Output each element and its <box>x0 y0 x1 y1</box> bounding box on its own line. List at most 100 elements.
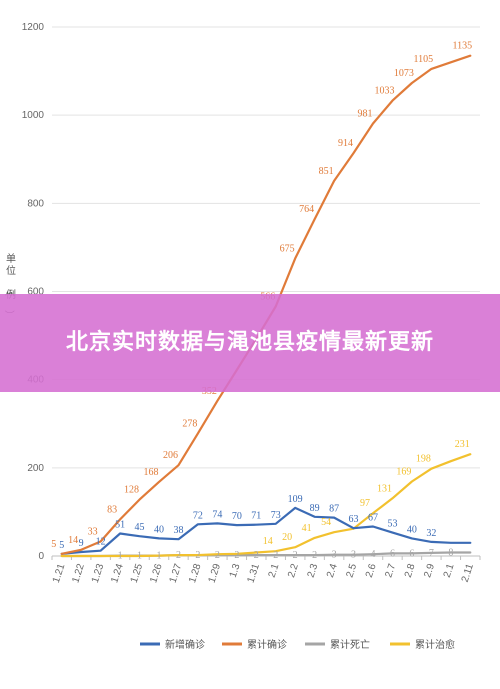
y-axis-ticks: 020040060080010001200 <box>22 22 45 562</box>
data-label: 45 <box>135 522 145 533</box>
x-tick-label: 1.24 <box>109 562 126 584</box>
y-tick-label: 1000 <box>22 110 45 121</box>
legend-label: 累计确诊 <box>247 638 287 651</box>
x-tick-label: 2.1 <box>442 562 457 579</box>
data-label: 2 <box>234 550 239 561</box>
x-tick-label: 1.23 <box>90 562 107 584</box>
data-label: 6 <box>390 548 395 559</box>
data-label: 3 <box>351 550 356 561</box>
data-label: 1105 <box>414 54 434 65</box>
data-label: 206 <box>163 450 178 461</box>
legend-label: 新增确诊 <box>165 638 205 651</box>
x-tick-label: 2.9 <box>422 562 437 579</box>
x-tick-label: 1.29 <box>207 562 224 584</box>
data-label: 1073 <box>394 68 414 79</box>
data-label: 14 <box>68 535 78 546</box>
data-label: 2 <box>312 550 317 561</box>
data-label: 278 <box>182 418 197 429</box>
data-label: 1135 <box>452 41 472 52</box>
data-label: 9 <box>79 538 84 549</box>
data-label: 71 <box>251 511 261 522</box>
x-tick-label: 1.25 <box>129 562 146 584</box>
data-label: 3 <box>332 550 337 561</box>
data-label: 231 <box>455 439 470 450</box>
x-tick-label: 2.2 <box>286 562 301 579</box>
data-label: 83 <box>107 504 117 515</box>
data-label: 7 <box>429 548 434 559</box>
series-lines <box>60 54 472 558</box>
x-tick-label: 1.26 <box>148 562 165 584</box>
data-label: 1 <box>157 551 162 562</box>
data-label: 53 <box>387 519 397 530</box>
data-label: 8 <box>448 547 453 558</box>
x-tick-label: 2.1 <box>267 562 282 579</box>
data-label: 851 <box>319 166 334 177</box>
data-label: 33 <box>88 526 98 537</box>
x-tick-label: 2.4 <box>325 562 340 579</box>
data-label: 2 <box>293 550 298 561</box>
data-label: 2 <box>254 550 259 561</box>
data-label: 63 <box>349 514 359 525</box>
data-label: 54 <box>321 517 331 528</box>
y-tick-label: 800 <box>27 198 44 209</box>
data-label: 67 <box>368 512 378 523</box>
data-label: 675 <box>280 243 295 254</box>
banner-title: 北京实时数据与渑池县疫情最新更新 <box>65 330 434 355</box>
data-label: 109 <box>288 494 303 505</box>
y-tick-label: 600 <box>27 287 44 298</box>
x-tick-label: 2.3 <box>306 562 321 579</box>
x-axis-ticks: 1.21 1.22 1.23 1.24 1.25 1.26 1.27 1.28 1.29 1.3 1… <box>51 556 481 584</box>
data-label: 131 <box>377 483 392 494</box>
data-label: 14 <box>263 536 273 547</box>
data-label: 764 <box>299 204 314 215</box>
data-label: 1033 <box>374 86 394 97</box>
x-tick-label: 2.8 <box>403 562 418 579</box>
data-label: 2 <box>195 550 200 561</box>
data-label: 981 <box>358 109 373 120</box>
data-label: 4 <box>371 549 376 560</box>
data-label: 12 <box>96 537 106 548</box>
x-tick-label: 2.7 <box>383 562 398 579</box>
data-label: 87 <box>329 504 339 515</box>
data-label: 72 <box>193 510 203 521</box>
data-label: 1 <box>118 551 123 562</box>
y-tick-label: 0 <box>38 551 44 562</box>
legend-label: 累计治愈 <box>415 638 455 651</box>
data-label: 32 <box>426 528 436 539</box>
data-label: 89 <box>310 503 320 514</box>
data-label: 5 <box>51 539 56 550</box>
data-label: 2 <box>215 550 220 561</box>
legend-label: 累计死亡 <box>330 638 370 651</box>
x-tick-label: 1.27 <box>168 562 185 584</box>
data-label: 51 <box>115 520 125 531</box>
x-tick-label: 1.22 <box>70 562 87 584</box>
data-label: 168 <box>144 467 159 478</box>
data-label: 70 <box>232 511 242 522</box>
data-label: 1 <box>137 551 142 562</box>
y-tick-label: 1200 <box>22 22 45 33</box>
data-label: 73 <box>271 510 281 521</box>
series-line-0 <box>60 506 472 555</box>
data-label: 2 <box>273 550 278 561</box>
x-tick-label: 2.6 <box>364 562 379 579</box>
x-tick-label: 2.11 <box>460 562 476 584</box>
data-label: 41 <box>302 523 312 534</box>
data-label: 2 <box>176 550 181 561</box>
legend: 新增确诊 累计确诊 累计死亡 累计治愈 <box>140 638 455 651</box>
data-label: 6 <box>409 548 414 559</box>
data-label: 128 <box>124 485 139 496</box>
y-tick-label: 200 <box>27 463 44 474</box>
x-tick-label: 1.3 <box>228 562 243 579</box>
title-banner: 北京实时数据与渑池县疫情最新更新 <box>0 294 500 392</box>
x-tick-label: 1.31 <box>246 562 263 584</box>
data-label: 169 <box>396 466 411 477</box>
data-label: 38 <box>173 525 183 536</box>
x-tick-label: 1.28 <box>187 562 204 584</box>
data-label: 40 <box>154 524 164 535</box>
x-tick-label: 1.21 <box>51 562 68 584</box>
data-label: 74 <box>212 509 222 520</box>
data-label: 5 <box>59 540 64 551</box>
data-label: 20 <box>282 532 292 543</box>
data-label: 198 <box>416 454 431 465</box>
